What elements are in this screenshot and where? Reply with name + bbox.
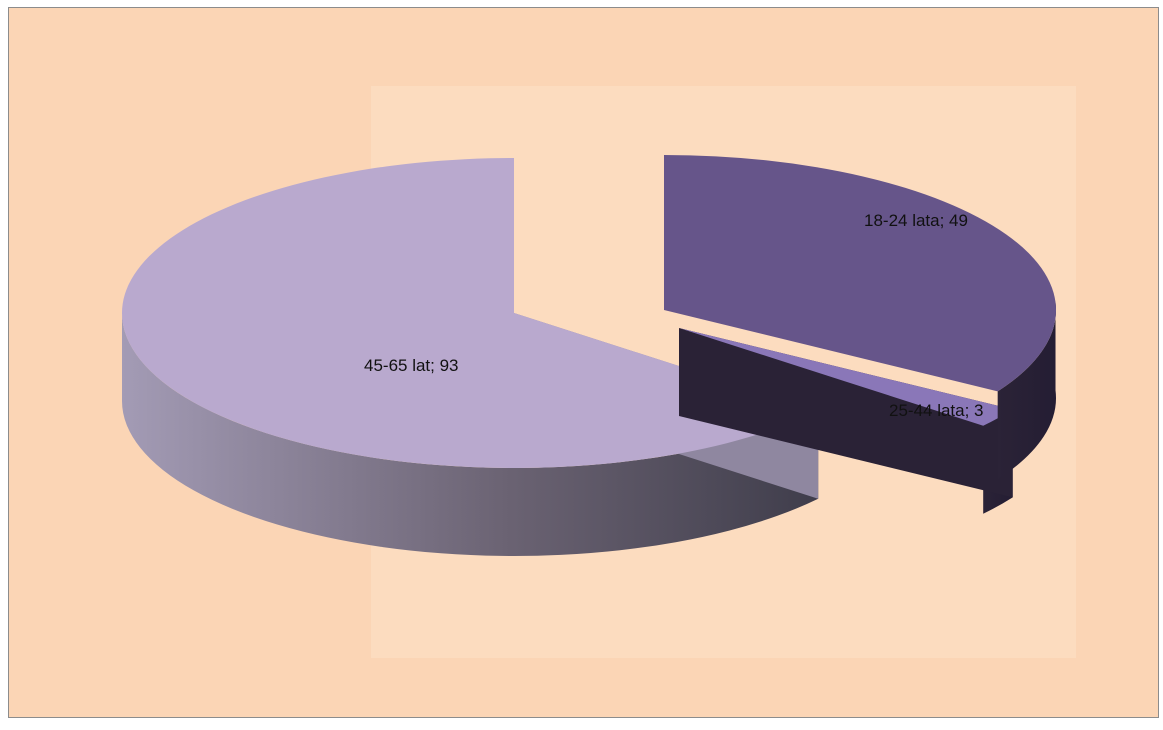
slice-side-wall	[997, 302, 1057, 480]
data-label: 25-44 lata; 3	[889, 401, 984, 420]
slice-top-face	[664, 155, 1056, 392]
pie-slices	[121, 155, 1057, 556]
slice-cut-face	[679, 328, 1013, 498]
data-label: 18-24 lata; 49	[864, 211, 968, 230]
slice-top-face	[679, 328, 1013, 426]
data-label: 45-65 lat; 93	[364, 356, 459, 375]
slice-side-wall	[122, 313, 819, 556]
slice-top-face	[121, 158, 819, 468]
pie-slice	[664, 155, 1057, 480]
pie-slice	[121, 158, 819, 556]
data-labels: 45-65 lat; 93 25-44 lata; 3 18-24 lata; 49	[364, 211, 984, 420]
chart-area: 45-65 lat; 93 25-44 lata; 3 18-24 lata; 49	[8, 7, 1159, 718]
pie-chart: 45-65 lat; 93 25-44 lata; 3 18-24 lata; 49	[121, 86, 1076, 658]
